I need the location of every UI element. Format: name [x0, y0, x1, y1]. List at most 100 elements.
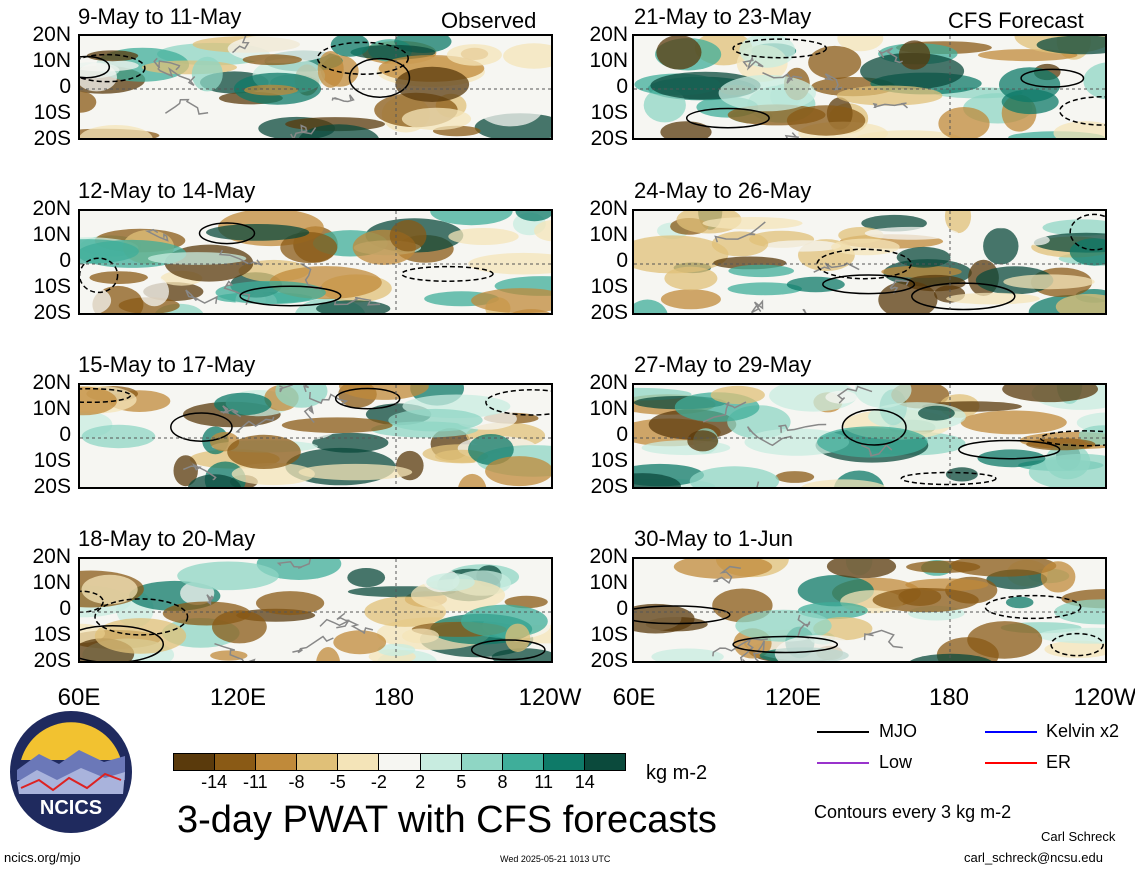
lat-label: 10N — [32, 223, 71, 246]
site-link[interactable]: ncics.org/mjo — [4, 850, 81, 865]
lon-label: 120W — [518, 684, 582, 711]
author: Carl Schreck — [1041, 829, 1116, 844]
lat-label: 0 — [616, 249, 628, 272]
lat-label: 10S — [590, 101, 628, 124]
lat-label: 10N — [32, 397, 71, 420]
lon-label: 60E — [612, 684, 656, 711]
lat-label: 20N — [589, 23, 628, 46]
lat-label: 0 — [59, 249, 71, 272]
legend-label: Low — [879, 752, 913, 772]
figure-title: 3-day PWAT with CFS forecasts — [177, 799, 717, 841]
lat-label: 10N — [589, 397, 628, 420]
colorbar-tick: 5 — [456, 772, 467, 792]
lat-label: 20N — [32, 23, 71, 46]
pwat-map-panel — [632, 34, 1107, 140]
legend-line-low — [817, 762, 869, 764]
timestamp: Wed 2025-05-21 1013 UTC — [500, 854, 611, 864]
lat-label: 20N — [32, 197, 71, 220]
lon-label: 120E — [209, 684, 267, 711]
lat-label: 10N — [589, 223, 628, 246]
lon-label: 120E — [764, 684, 822, 711]
panel-title: 15-May to 17-May — [78, 352, 256, 377]
colorbar-swatch — [379, 754, 421, 770]
pwat-map-panel — [78, 34, 553, 140]
pwat-map-panel — [78, 383, 553, 489]
lat-label: 20N — [589, 545, 628, 568]
lat-label: 20N — [32, 371, 71, 394]
colorbar-swatch — [174, 754, 216, 770]
colorbar-swatch — [461, 754, 503, 770]
lon-label: 120W — [1073, 684, 1135, 711]
panel-title: 12-May to 14-May — [78, 178, 256, 203]
lat-label: 10N — [589, 571, 628, 594]
lat-label: 10S — [590, 449, 628, 472]
colorbar-swatch — [256, 754, 298, 770]
lon-label: 180 — [928, 684, 970, 711]
lat-label: 20S — [33, 301, 71, 324]
lat-label: 10N — [32, 49, 71, 72]
colorbar-swatch — [297, 754, 339, 770]
lat-label: 20S — [590, 301, 628, 324]
legend-label: Kelvin x2 — [1046, 721, 1120, 741]
lat-label: 20S — [33, 649, 71, 672]
lat-label: 20S — [590, 649, 628, 672]
lat-label: 20S — [590, 475, 628, 498]
lon-label: 180 — [373, 684, 415, 711]
lat-label: 10S — [590, 275, 628, 298]
colorbar-tick: 8 — [497, 772, 508, 792]
colorbar-tick: -2 — [370, 772, 387, 792]
colorbar-tick: 14 — [574, 772, 595, 792]
colorbar-swatch — [584, 754, 626, 770]
colorbar-tick: -14 — [201, 772, 228, 792]
colorbar-tick: -8 — [288, 772, 305, 792]
colorbar-tick: 11 — [534, 772, 553, 792]
lat-label: 10S — [33, 275, 71, 298]
colorbar-tick: -5 — [329, 772, 346, 792]
lat-label: 0 — [616, 75, 628, 98]
legend-line-kelvin — [985, 731, 1037, 733]
pwat-map-panel — [78, 209, 553, 315]
pwat-map-panel — [632, 383, 1107, 489]
lat-label: 0 — [59, 75, 71, 98]
lat-label: 0 — [616, 597, 628, 620]
logo-text: NCICS — [40, 797, 102, 819]
lat-label: 0 — [59, 423, 71, 446]
lon-label: 60E — [57, 684, 101, 711]
observed-label: Observed — [441, 8, 537, 33]
lat-label: 0 — [616, 423, 628, 446]
legend-line-mjo — [817, 731, 869, 733]
ncics-logo: NCICS — [9, 710, 133, 834]
colorbar — [173, 753, 626, 771]
colorbar-swatch — [502, 754, 544, 770]
panel-title: 21-May to 23-May — [634, 4, 812, 29]
lat-label: 20S — [590, 127, 628, 150]
legend-label: ER — [1046, 752, 1072, 772]
legend-label: MJO — [879, 721, 917, 741]
panel-title: 27-May to 29-May — [634, 352, 812, 377]
lat-label: 10N — [32, 571, 71, 594]
panel-title: 30-May to 1-Jun — [634, 526, 793, 551]
lat-label: 20N — [589, 371, 628, 394]
panel-title: 18-May to 20-May — [78, 526, 256, 551]
lat-label: 20S — [33, 475, 71, 498]
pwat-map-panel — [632, 209, 1107, 315]
colorbar-swatch — [215, 754, 257, 770]
contour-note: Contours every 3 kg m-2 — [814, 802, 1012, 822]
lat-label: 0 — [59, 597, 71, 620]
colorbar-swatch — [420, 754, 462, 770]
colorbar-tick: -11 — [243, 772, 268, 792]
lat-label: 10N — [589, 49, 628, 72]
colorbar-swatch — [543, 754, 585, 770]
colorbar-unit: kg m-2 — [646, 762, 708, 784]
forecast-label: CFS Forecast — [948, 8, 1084, 33]
panel-title: 24-May to 26-May — [634, 178, 812, 203]
lat-label: 10S — [33, 623, 71, 646]
email-link[interactable]: carl_schreck@ncsu.edu — [964, 850, 1103, 865]
lat-label: 20S — [33, 127, 71, 150]
lat-label: 10S — [33, 449, 71, 472]
colorbar-swatch — [338, 754, 380, 770]
legend-line-er — [985, 762, 1037, 764]
lat-label: 10S — [590, 623, 628, 646]
colorbar-tick: 2 — [415, 772, 426, 792]
pwat-map-panel — [78, 557, 553, 663]
